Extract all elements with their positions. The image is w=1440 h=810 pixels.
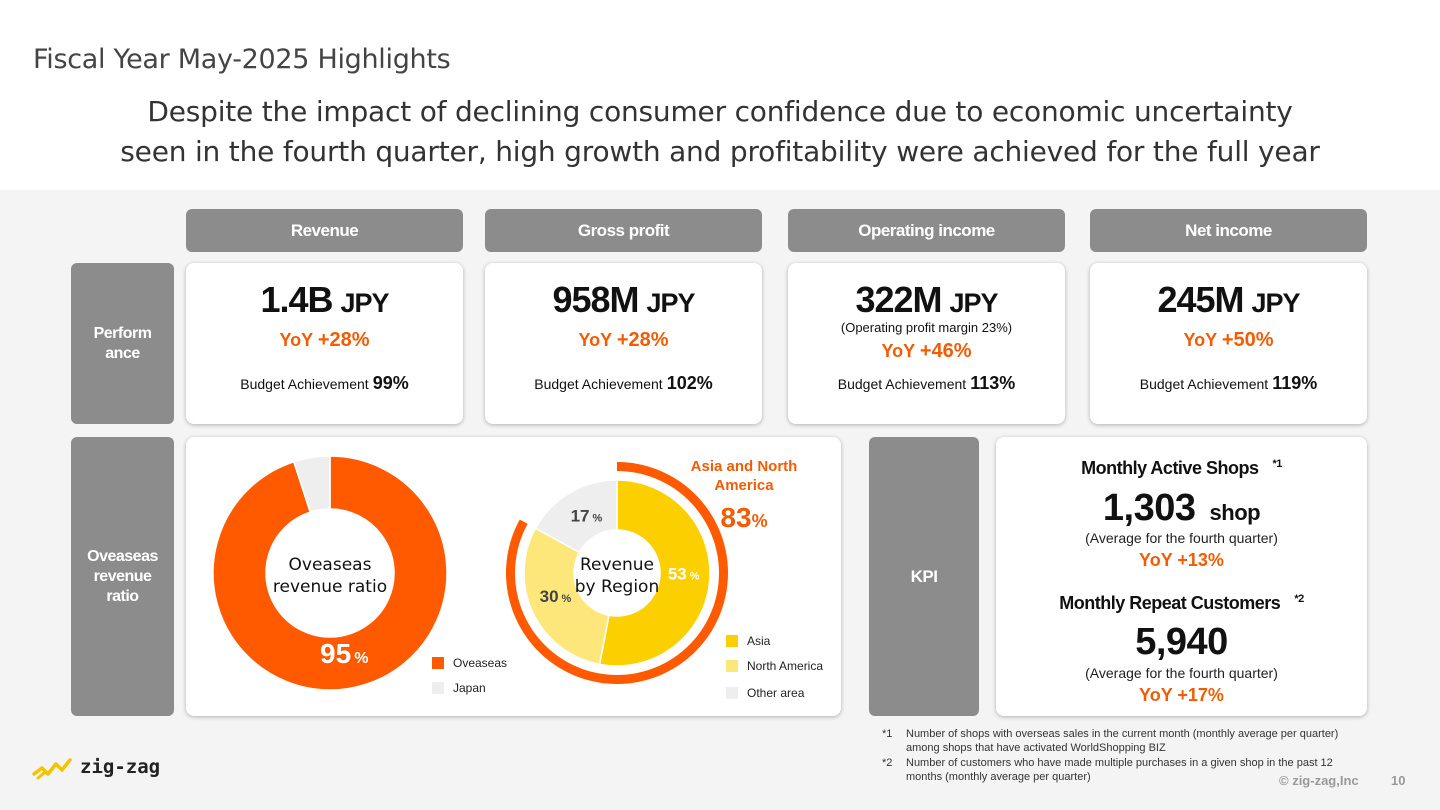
logo-wordmark: zig-zag — [80, 756, 161, 778]
header-revenue: Revenue — [186, 209, 463, 252]
kpi-repeat-value: 5,940 — [1135, 621, 1228, 663]
legend-item-other-area: Other area — [726, 686, 804, 700]
perf-value: 958M JPY — [552, 279, 695, 320]
data-label-north-america: 30% — [540, 587, 572, 606]
data-label-oveaseas: 95% — [320, 638, 368, 669]
legend-swatch — [726, 635, 738, 647]
legend-item-asia: Asia — [726, 634, 770, 648]
legend-item-north-america: North America — [726, 659, 823, 673]
donut-slice-oveaseas — [212, 455, 448, 691]
perf-value: 322M JPY — [855, 279, 998, 320]
perf-card-operating-income: 322M JPY (Operating profit margin 23%) Yo… — [788, 263, 1065, 424]
page-number: 10 — [1391, 773, 1406, 788]
donut2-title: Revenue by Region — [575, 555, 659, 597]
footnote-1: *1 Number of shops with overseas sales in… — [882, 728, 1339, 754]
row-label-kpi: KPI — [869, 437, 979, 716]
perf-budget: Budget Achievement 99% — [240, 373, 409, 393]
kpi-shops-avg: (Average for the fourth quarter) — [1085, 530, 1278, 546]
perf-budget: Budget Achievement 113% — [837, 373, 1016, 393]
legend-swatch — [726, 660, 738, 672]
legend-item-japan: Japan — [432, 681, 486, 695]
zigzag-logo-icon — [32, 758, 72, 780]
row-label-performance: Perform ance — [71, 263, 174, 424]
copyright: © zig-zag,Inc — [1279, 773, 1359, 788]
perf-budget: Budget Achievement 119% — [1139, 373, 1318, 393]
perf-value: 1.4B JPY — [260, 279, 389, 320]
kpi-repeat-yoy: YoY +17% — [1139, 685, 1224, 705]
kpi-shops-title: Monthly Active Shops *1 — [1081, 458, 1282, 478]
legend-swatch — [432, 657, 444, 669]
perf-card-revenue: 1.4B JPY YoY +28% Budget Achievement 99% — [186, 263, 463, 424]
donut-slice-asia — [598, 479, 711, 667]
annotation-value: 83% — [720, 502, 767, 533]
row-label-overseas: Oveaseas revenue ratio — [71, 437, 174, 716]
legend-item-overseas: Oveaseas — [432, 656, 507, 670]
perf-card-gross-profit: 958M JPY YoY +28% Budget Achievement 102% — [485, 263, 762, 424]
kpi-repeat-title: Monthly Repeat Customers *2 — [1059, 593, 1304, 613]
header-net-income: Net income — [1090, 209, 1367, 252]
page-title: Fiscal Year May-2025 Highlights — [33, 44, 451, 75]
perf-value: 245M JPY — [1157, 279, 1300, 320]
perf-budget: Budget Achievement 102% — [534, 373, 713, 393]
region-donut-chart: 53 % 30 % 17% — [505, 462, 728, 685]
overseas-donut-chart: 95% — [212, 455, 448, 691]
company-logo: zig-zag — [32, 752, 160, 782]
kpi-repeat-avg: (Average for the fourth quarter) — [1085, 665, 1278, 681]
kpi-card: Monthly Active Shops *1 1,303 shop (Averag… — [996, 437, 1367, 716]
data-label-asia: 53% — [668, 564, 700, 583]
donut-slice-japan — [292, 455, 331, 514]
header-gross-profit: Gross profit — [485, 209, 762, 252]
perf-card-net-income: 245M JPY YoY +50% Budget Achievement 119% — [1090, 263, 1367, 424]
perf-yoy: YoY +46% — [881, 340, 972, 362]
donut-slice-other-area — [534, 479, 618, 554]
kpi-shops-value: 1,303 shop — [1102, 487, 1261, 529]
headline: Despite the impact of declining consumer… — [0, 92, 1440, 172]
legend-swatch — [726, 687, 738, 699]
perf-yoy: YoY +28% — [578, 329, 669, 351]
perf-yoy: YoY +28% — [279, 329, 370, 351]
headline-line-1: Despite the impact of declining consumer… — [147, 95, 1293, 128]
data-label-other-area: 17% — [571, 506, 603, 525]
headline-line-2: seen in the fourth quarter, high growth … — [120, 135, 1320, 168]
annotation-label: Asia and North America — [691, 458, 798, 494]
header-operating-income: Operating income — [788, 209, 1065, 252]
footnote-2: *2 Number of customers who have made mult… — [882, 757, 1333, 783]
perf-note: (Operating profit margin 23%) — [840, 320, 1013, 335]
legend-swatch — [432, 682, 444, 694]
donut1-title: Oveaseas revenue ratio — [273, 555, 387, 597]
perf-yoy: YoY +50% — [1183, 329, 1274, 351]
kpi-shops-yoy: YoY +13% — [1139, 550, 1224, 570]
donut-slice-north-america — [523, 527, 610, 666]
